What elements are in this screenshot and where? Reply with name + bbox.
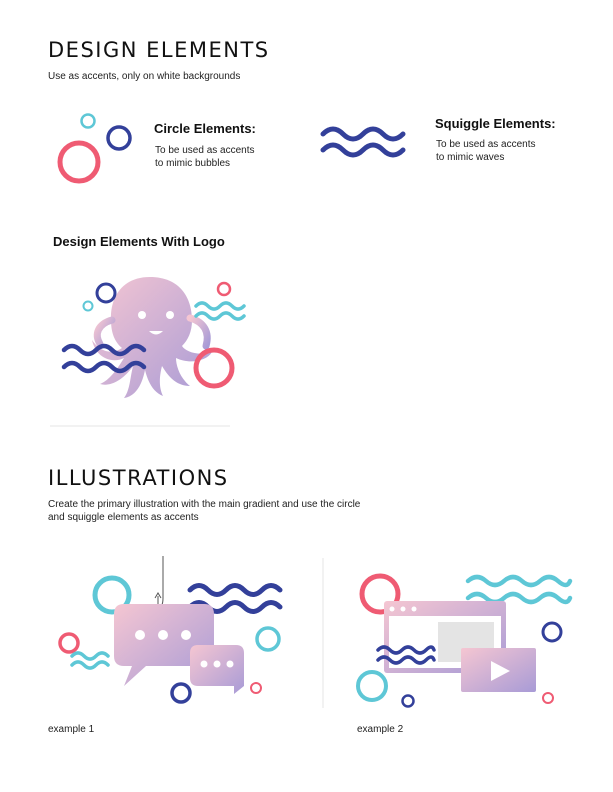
circle-medium-navy bbox=[106, 125, 132, 151]
squiggle-bottom bbox=[320, 142, 406, 158]
play-icon bbox=[491, 661, 510, 681]
squiggle-elements-desc-1: To be used as accents bbox=[436, 139, 536, 150]
example-2-caption: example 2 bbox=[357, 724, 404, 735]
logo-squiggle-teal-2 bbox=[194, 311, 246, 321]
squiggle-top bbox=[320, 126, 406, 142]
ex1-chat-bubble-large bbox=[114, 604, 214, 686]
circle-elements-desc-1: To be used as accents bbox=[155, 145, 255, 156]
ex2-circle-coral-large bbox=[359, 573, 401, 615]
octopus-body bbox=[92, 277, 212, 398]
squiggle-elements-desc-2: to mimic waves bbox=[436, 152, 505, 163]
example-1-caption: example 1 bbox=[48, 724, 95, 735]
octopus-mascot bbox=[92, 277, 212, 398]
circle-elements-heading: Circle Elements: bbox=[154, 121, 256, 136]
octopus-mouth bbox=[149, 331, 163, 335]
section-title-illustrations: ILLUSTRATIONS bbox=[48, 466, 229, 490]
section-subtitle-design-elements: Use as accents, only on white background… bbox=[48, 71, 241, 82]
octopus-eye-right bbox=[166, 311, 174, 319]
circle-small-teal bbox=[80, 113, 96, 129]
illustrations-desc-2: and squiggle elements as accents bbox=[48, 512, 199, 523]
illustrations-desc-1: Create the primary illustration with the… bbox=[48, 499, 361, 510]
logo-squiggle-teal-1 bbox=[194, 301, 246, 311]
logo-squiggle-navy-1 bbox=[61, 343, 147, 357]
logo-squiggle-navy-2 bbox=[61, 360, 147, 374]
logo-elements-heading: Design Elements With Logo bbox=[53, 234, 225, 249]
circle-elements-desc-2: to mimic bubbles bbox=[155, 158, 231, 169]
octopus-eye-left bbox=[138, 311, 146, 319]
logo-circle-coral bbox=[193, 347, 235, 389]
circle-large-coral bbox=[57, 140, 101, 184]
squiggle-elements-heading: Squiggle Elements: bbox=[435, 116, 556, 131]
ex1-circle-teal-large bbox=[92, 575, 132, 615]
section-title-design-elements: DESIGN ELEMENTS bbox=[48, 38, 270, 62]
logo-circle-navy bbox=[95, 282, 117, 304]
ex1-chat-bubble-small bbox=[190, 645, 244, 694]
